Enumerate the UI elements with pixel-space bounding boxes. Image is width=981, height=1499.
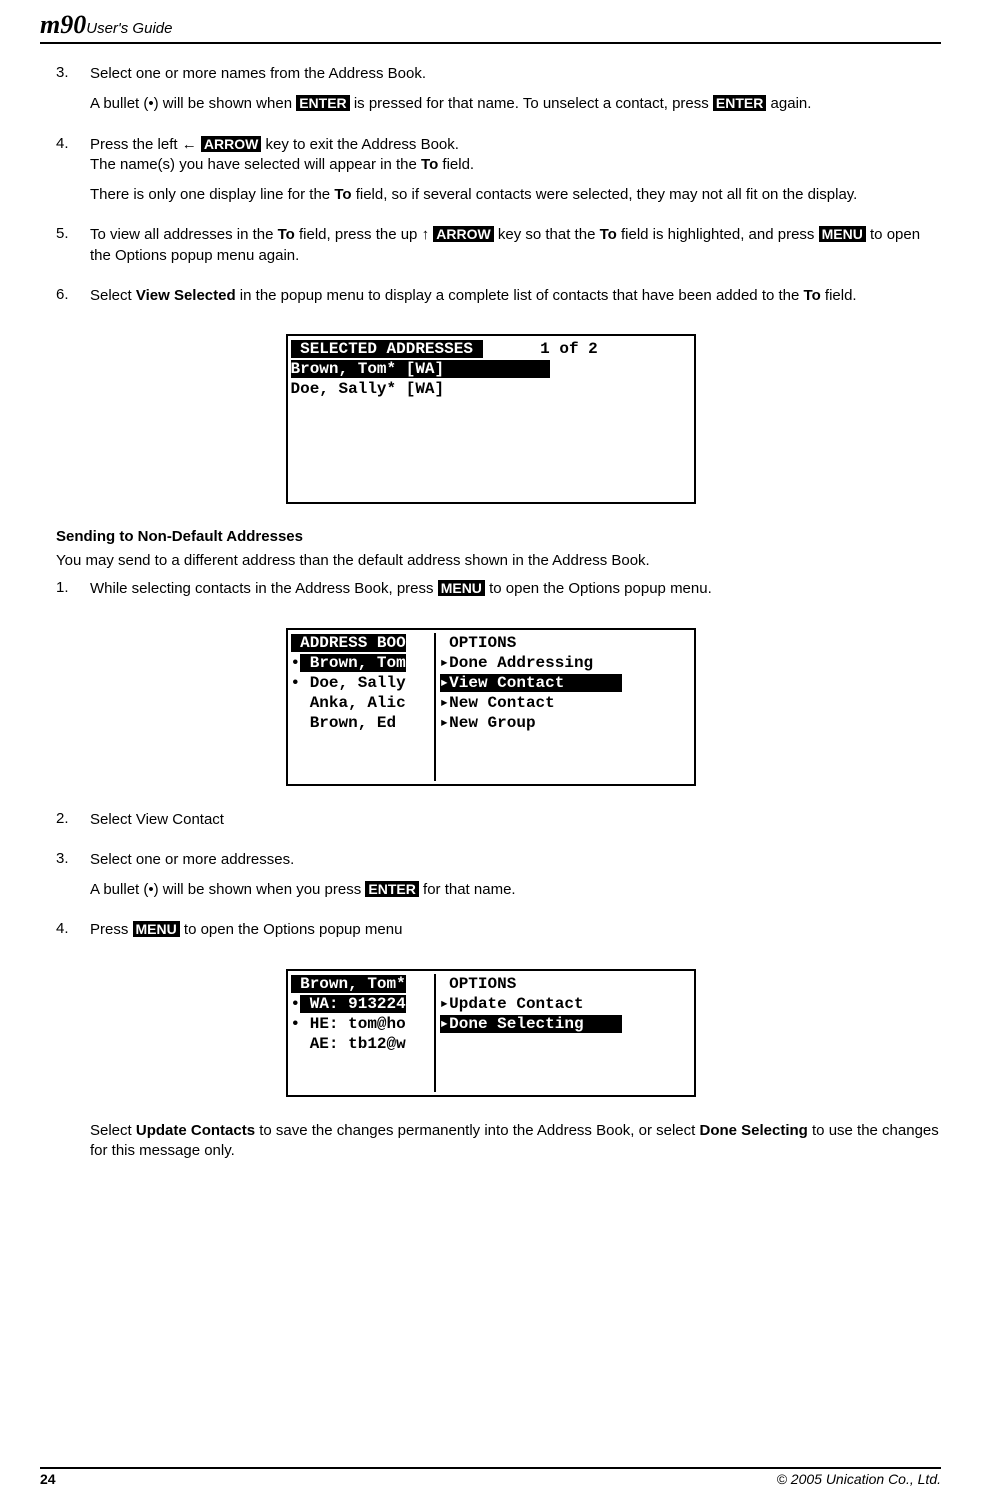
step-number: 6. xyxy=(56,286,90,316)
options-title: OPTIONS xyxy=(440,974,691,994)
instruction-list-2: 1. While selecting contacts in the Addre… xyxy=(56,579,941,609)
arrow-key: ARROW xyxy=(433,226,493,242)
screen-selected-row: WA: 913224 xyxy=(300,995,406,1013)
screen-contact-options: Brown, Tom* • WA: 913224 • HE: tom@ho AE… xyxy=(286,969,696,1097)
screen-left-pane: ADDRESS BOO • Brown, Tom • Doe, Sally An… xyxy=(291,633,436,781)
page-footer: 24 © 2005 Unication Co., Ltd. xyxy=(40,1467,941,1487)
screen-row: AE: tb12@w xyxy=(291,1034,432,1054)
option-item-selected: ▸Done Selecting xyxy=(440,1015,622,1033)
screen-right-pane: OPTIONS ▸Update Contact ▸Done Selecting xyxy=(436,974,691,1092)
option-item-selected: ▸View Contact xyxy=(440,674,622,692)
step-text: Select one or more addresses. xyxy=(90,850,941,870)
option-item: ▸Update Contact xyxy=(440,994,691,1014)
step-text: A bullet (•) will be shown when ENTER is… xyxy=(90,94,941,114)
option-item: ▸New Contact xyxy=(440,693,691,713)
screen-row: Doe, Sally* [WA] xyxy=(291,379,691,399)
header-logo: m90 xyxy=(40,10,86,39)
screen-selected-addresses: SELECTED ADDRESSES 1 of 2 Brown, Tom* [W… xyxy=(286,334,696,504)
step-text: To view all addresses in the To field, p… xyxy=(90,225,941,266)
menu-key: MENU xyxy=(133,921,180,937)
copyright: © 2005 Unication Co., Ltd. xyxy=(777,1471,941,1487)
section-intro: You may send to a different address than… xyxy=(56,551,941,571)
menu-key: MENU xyxy=(438,580,485,596)
step-number: 5. xyxy=(56,225,90,276)
arrow-key: ARROW xyxy=(201,136,261,152)
step-number: 3. xyxy=(56,850,90,911)
screen-row: • Doe, Sally xyxy=(291,673,432,693)
screen-row: • HE: tom@ho xyxy=(291,1014,432,1034)
up-arrow-icon: ↑ xyxy=(422,226,430,243)
option-item: ▸Done Addressing xyxy=(440,653,691,673)
step-text: Press MENU to open the Options popup men… xyxy=(90,920,941,940)
step-text: A bullet (•) will be shown when you pres… xyxy=(90,880,941,900)
screen-address-book-options: ADDRESS BOO • Brown, Tom • Doe, Sally An… xyxy=(286,628,696,786)
section-heading: Sending to Non-Default Addresses xyxy=(56,528,941,545)
screen-row: Anka, Alic xyxy=(291,693,432,713)
left-arrow-icon: ← xyxy=(182,136,197,153)
option-item: ▸New Group xyxy=(440,713,691,733)
step-number: 4. xyxy=(56,920,90,950)
step-text: Select one or more names from the Addres… xyxy=(90,64,941,84)
screen-selected-row: Brown, Tom xyxy=(300,654,406,672)
step-text: There is only one display line for the T… xyxy=(90,185,941,205)
step-number: 2. xyxy=(56,810,90,840)
enter-key: ENTER xyxy=(713,95,766,111)
step-text: While selecting contacts in the Address … xyxy=(90,579,941,599)
options-title: OPTIONS xyxy=(440,633,691,653)
step-text: Select View Selected in the popup menu t… xyxy=(90,286,941,306)
instruction-list-1: 3. Select one or more names from the Add… xyxy=(56,64,941,316)
screen-left-pane: Brown, Tom* • WA: 913224 • HE: tom@ho AE… xyxy=(291,974,436,1092)
instruction-list-2b: 2. Select View Contact 3. Select one or … xyxy=(56,810,941,951)
step-text: Press the left ← ARROW key to exit the A… xyxy=(90,135,941,176)
step-number: 4. xyxy=(56,135,90,216)
step-number: 1. xyxy=(56,579,90,609)
page-header: m90User's Guide xyxy=(40,10,941,44)
page-number: 24 xyxy=(40,1471,56,1487)
final-paragraph: Select Update Contacts to save the chang… xyxy=(90,1121,941,1162)
screen-title: Brown, Tom* xyxy=(291,975,406,993)
screen-counter: 1 of 2 xyxy=(483,340,598,358)
screen-row: Brown, Ed xyxy=(291,713,432,733)
enter-key: ENTER xyxy=(365,881,418,897)
screen-title: SELECTED ADDRESSES xyxy=(291,340,483,358)
step-number: 3. xyxy=(56,64,90,125)
screen-right-pane: OPTIONS ▸Done Addressing ▸View Contact ▸… xyxy=(436,633,691,781)
screen-title: ADDRESS BOO xyxy=(291,634,406,652)
screen-selected-row: Brown, Tom* [WA] xyxy=(291,360,550,378)
enter-key: ENTER xyxy=(296,95,349,111)
menu-key: MENU xyxy=(819,226,866,242)
header-title: User's Guide xyxy=(86,20,172,37)
step-text: Select View Contact xyxy=(90,810,941,830)
